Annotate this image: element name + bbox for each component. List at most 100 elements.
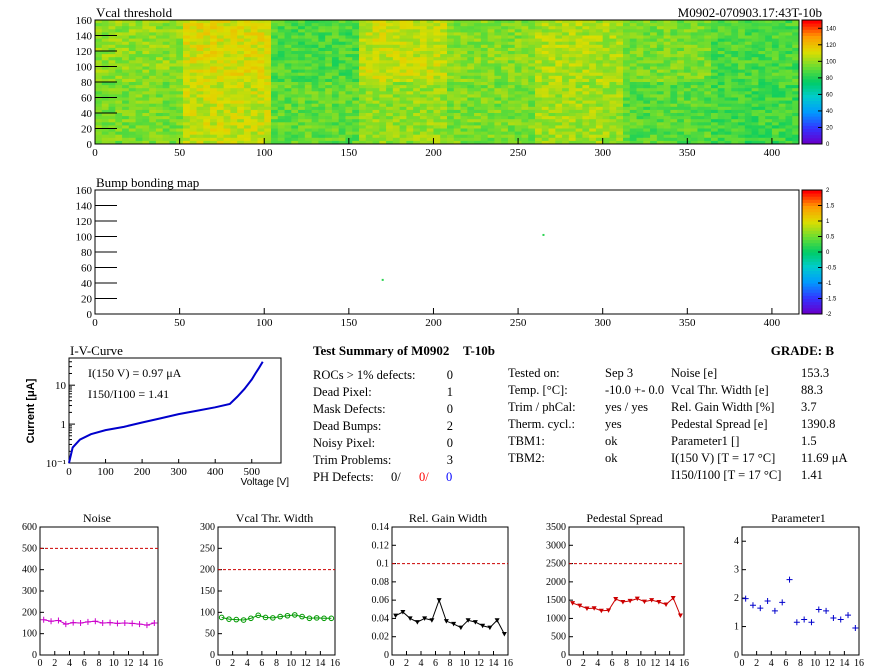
heatmap-cell	[582, 41, 590, 46]
heatmap-cell	[101, 113, 109, 117]
heatmap-cell	[690, 66, 698, 70]
heatmap-cell	[169, 54, 177, 58]
heatmap-cell	[683, 78, 692, 83]
heatmap-cell	[440, 23, 448, 27]
heatmap-cell	[744, 29, 753, 33]
heatmap-cell	[379, 78, 387, 83]
heatmap-cell	[690, 103, 698, 108]
heatmap-cell	[562, 63, 570, 67]
heatmap-cell	[494, 32, 502, 36]
heatmap-cell	[670, 51, 678, 55]
heatmap-cell	[771, 63, 780, 67]
x-tick-label: 16	[679, 658, 689, 669]
heatmap-cell	[406, 109, 414, 114]
heatmap-cell	[277, 134, 285, 139]
heatmap-cell	[656, 69, 665, 74]
heatmap-cell	[122, 72, 130, 77]
heatmap-cell	[365, 116, 373, 120]
heatmap-cell	[183, 122, 191, 126]
heatmap-cell	[419, 54, 428, 58]
heatmap-cell	[474, 75, 482, 80]
heatmap-cell	[128, 88, 137, 92]
heatmap-cell	[440, 72, 448, 77]
heatmap-cell	[284, 91, 292, 95]
heatmap-cell	[298, 60, 306, 64]
heatmap-cell	[128, 69, 137, 74]
heatmap-cell	[616, 119, 624, 123]
heatmap-cell	[636, 131, 644, 136]
heatmap-cell	[149, 85, 157, 89]
heatmap-cell	[115, 29, 123, 33]
data-point	[570, 601, 576, 606]
heatmap-cell	[108, 128, 116, 132]
heatmap-cell	[426, 51, 434, 55]
heatmap-cell	[433, 20, 441, 24]
heatmap-cell	[582, 128, 590, 132]
heatmap-cell	[271, 103, 279, 108]
heatmap-cell	[379, 85, 387, 89]
noise-series-line	[43, 619, 155, 626]
heatmap-cell	[183, 35, 191, 39]
heatmap-cell	[318, 125, 326, 129]
heatmap-cell	[379, 75, 387, 80]
heatmap-cell	[372, 60, 380, 64]
heatmap-cell	[738, 128, 746, 132]
heatmap-cell	[650, 29, 658, 33]
heatmap-cell	[155, 122, 164, 126]
data-point	[429, 618, 435, 623]
x-tick-label: 16	[503, 658, 513, 669]
heatmap-cell	[562, 113, 570, 117]
heatmap-cell	[325, 44, 333, 49]
bump-bonding-title: Bump bonding map	[96, 175, 199, 190]
heatmap-cell	[149, 103, 157, 108]
heatmap-cell	[778, 57, 786, 61]
heatmap-cell	[149, 47, 157, 52]
heatmap-cell	[149, 134, 157, 139]
heatmap-cell	[331, 122, 340, 126]
y-tick-label: 80	[81, 247, 93, 259]
heatmap-cell	[663, 103, 671, 108]
heatmap-cell	[453, 57, 461, 61]
heatmap-cell	[210, 54, 218, 58]
heatmap-cell	[406, 54, 414, 58]
heatmap-cell	[771, 35, 780, 39]
heatmap-cell	[711, 82, 719, 86]
heatmap-cell	[460, 78, 468, 83]
heatmap-cell	[731, 57, 739, 61]
heatmap-cell	[115, 140, 123, 145]
heatmap-cell	[487, 66, 495, 70]
heatmap-cell	[311, 23, 319, 27]
heatmap-cell	[169, 82, 177, 86]
heatmap-cell	[331, 119, 340, 123]
heatmap-cell	[264, 131, 272, 136]
heatmap-cell	[223, 41, 231, 46]
heatmap-cell	[237, 54, 245, 58]
heatmap-cell	[331, 109, 340, 114]
heatmap-cell	[216, 85, 225, 89]
heatmap-cell	[521, 88, 529, 92]
heatmap-cell	[738, 103, 746, 108]
heatmap-cell	[683, 29, 692, 33]
heatmap-cell	[778, 54, 786, 58]
heatmap-cell	[602, 32, 610, 36]
heatmap-cell	[216, 82, 225, 86]
heatmap-cell	[453, 82, 461, 86]
heatmap-cell	[467, 60, 475, 64]
heatmap-cell	[426, 116, 434, 120]
heatmap-cell	[501, 20, 509, 24]
heatmap-cell	[318, 109, 326, 114]
heatmap-cell	[379, 109, 387, 114]
heatmap-cell	[304, 109, 313, 114]
heatmap-cell	[210, 23, 218, 27]
heatmap-cell	[155, 100, 164, 105]
heatmap-cell	[487, 32, 495, 36]
data-point	[451, 621, 457, 627]
heatmap-cell	[460, 128, 468, 132]
heatmap-cell	[331, 94, 340, 98]
heatmap-cell	[562, 116, 570, 120]
heatmap-cell	[372, 119, 380, 123]
heatmap-cell	[359, 140, 367, 145]
heatmap-cell	[555, 26, 563, 30]
heatmap-cell	[359, 29, 367, 33]
heatmap-cell	[128, 94, 137, 98]
